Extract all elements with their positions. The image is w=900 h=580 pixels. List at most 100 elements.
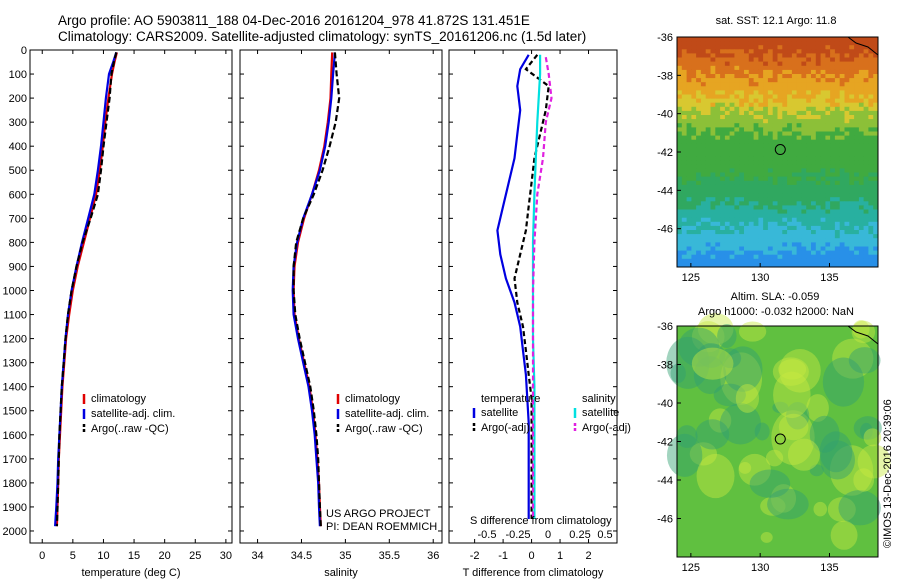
sst-cell — [691, 230, 697, 235]
sst-cell — [767, 176, 774, 182]
sst-cell — [815, 193, 821, 198]
sst-cell — [753, 152, 759, 157]
sst-cell — [724, 164, 731, 169]
sst-cell — [748, 135, 754, 141]
sst-cell — [825, 147, 831, 153]
sst-cell — [796, 69, 802, 75]
sst-cell — [873, 131, 879, 136]
sst-cell — [744, 180, 750, 186]
sst-cell — [772, 246, 778, 251]
sst-cell — [677, 258, 683, 264]
sla-blob — [832, 338, 874, 379]
sst-cell — [700, 205, 707, 210]
sst-cell — [696, 160, 702, 165]
sst-cell — [834, 127, 841, 132]
sst-cell — [806, 65, 812, 71]
sst-cell — [873, 189, 879, 194]
sst-cell — [739, 139, 745, 145]
sst-cell — [844, 98, 850, 104]
sst-cell — [791, 180, 798, 186]
sst-cell — [744, 106, 750, 112]
sst-cell — [763, 172, 769, 177]
sst-cell — [825, 168, 831, 173]
sst-cell — [839, 147, 845, 153]
sst-cell — [753, 49, 759, 54]
sst-cell — [873, 197, 879, 202]
sst-cell — [677, 201, 683, 206]
sst-cell — [849, 230, 855, 235]
sst-cell — [686, 94, 692, 99]
sst-cell — [854, 238, 860, 243]
sst-cell — [710, 143, 716, 149]
sst-cell — [811, 176, 817, 182]
sst-cell — [839, 102, 845, 108]
sst-cell — [844, 184, 850, 190]
ytick-label: 1100 — [3, 310, 27, 322]
sst-cell — [825, 86, 831, 91]
sst-cell — [791, 37, 798, 42]
sst-cell — [863, 213, 869, 219]
sst-cell — [724, 127, 731, 132]
sst-cell — [763, 90, 769, 95]
sst-cell — [677, 41, 683, 46]
sst-cell — [696, 230, 702, 235]
sst-cell — [715, 242, 721, 247]
sst-cell — [720, 168, 726, 173]
sst-cell — [863, 160, 869, 165]
sst-cell — [839, 86, 845, 91]
sst-cell — [844, 131, 850, 136]
sst-cell — [815, 147, 821, 153]
sst-cell — [705, 53, 711, 58]
sst-cell — [686, 135, 692, 141]
sst-cell — [767, 61, 774, 67]
sst-cell — [710, 90, 716, 95]
sst-cell — [796, 189, 802, 194]
sst-cell — [710, 69, 716, 75]
sst-cell — [777, 234, 783, 239]
sst-cell — [854, 180, 860, 186]
sst-cell — [844, 78, 850, 83]
sst-cell — [724, 205, 731, 210]
sst-cell — [705, 49, 711, 54]
ytick-label: 1900 — [3, 502, 27, 514]
sst-cell — [753, 238, 759, 243]
sst-cell — [758, 106, 764, 112]
sst-cell — [767, 201, 774, 206]
legend-label: satellite — [481, 407, 518, 419]
sst-cell — [825, 152, 831, 157]
sst-cell — [758, 123, 764, 128]
sst-cell — [825, 217, 831, 223]
sst-cell — [772, 78, 778, 83]
sst-cell — [705, 242, 711, 247]
sst-cell — [763, 65, 769, 71]
sst-cell — [705, 45, 711, 50]
sst-cell — [724, 254, 731, 260]
sst-cell — [710, 164, 716, 169]
sst-cell — [854, 82, 860, 87]
sst-cell — [686, 78, 692, 83]
sst-cell — [758, 119, 764, 124]
sst-cell — [868, 115, 874, 120]
sst-cell — [729, 78, 735, 83]
sst-cell — [777, 98, 783, 104]
sst-cell — [815, 61, 821, 67]
sst-cell — [815, 106, 821, 112]
sst-cell — [854, 230, 860, 235]
sst-cell — [772, 45, 778, 50]
sst-cell — [705, 152, 711, 157]
sst-cell — [772, 250, 778, 256]
sst-cell — [844, 57, 850, 62]
sst-cell — [806, 250, 812, 256]
sst-cell — [753, 69, 759, 75]
sst-cell — [868, 160, 874, 165]
map-ytick-label: -46 — [657, 224, 673, 236]
sst-cell — [796, 143, 802, 149]
sst-cell — [806, 74, 812, 79]
sst-cell — [787, 131, 793, 136]
sst-cell — [825, 184, 831, 190]
sst-cell — [854, 147, 860, 153]
sst-cell — [777, 94, 783, 99]
sst-cell — [830, 250, 836, 256]
sst-cell — [815, 217, 821, 223]
sst-cell — [744, 147, 750, 153]
